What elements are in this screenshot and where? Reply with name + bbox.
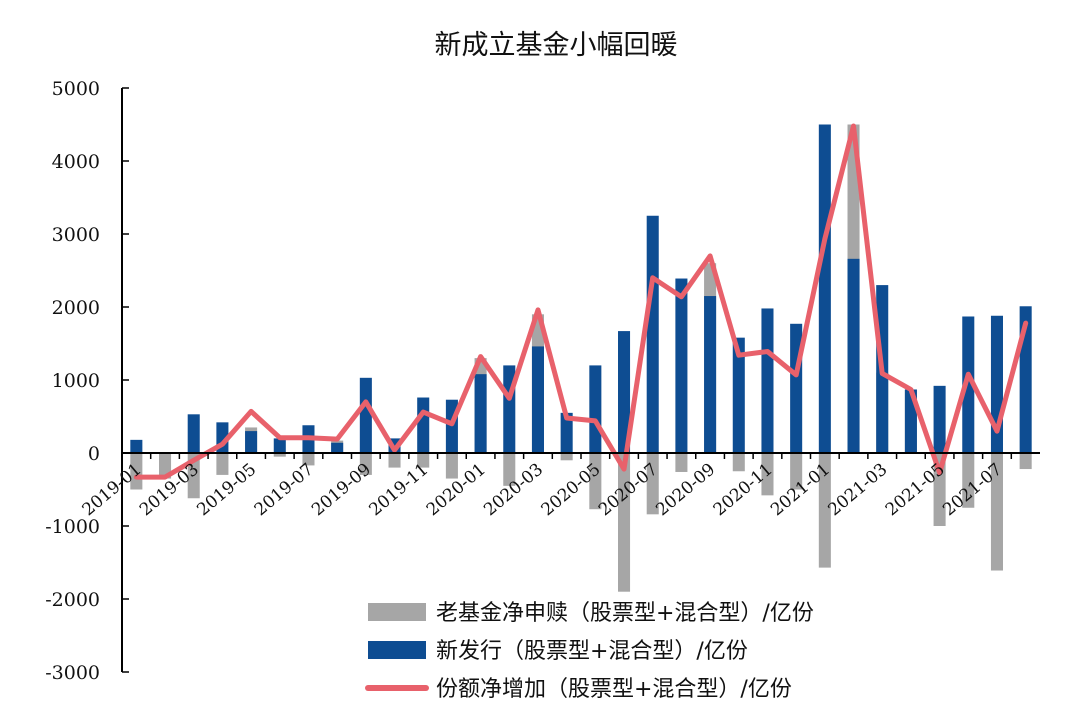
old-fund-bar xyxy=(560,453,573,461)
new-issue-bar xyxy=(187,414,200,453)
new-issue-bar xyxy=(245,431,258,453)
new-issue-bar xyxy=(818,124,831,453)
old-fund-bar xyxy=(388,453,401,468)
y-tick-label: -3000 xyxy=(45,662,100,684)
y-tick-label: 0 xyxy=(88,443,100,465)
new-issue-bar xyxy=(560,412,573,453)
old-fund-bar xyxy=(990,453,1003,571)
y-tick-label: -1000 xyxy=(45,516,100,538)
new-issue-bar xyxy=(704,296,717,453)
old-fund-bar xyxy=(359,453,372,475)
legend-swatch-new xyxy=(368,641,426,659)
line-layer xyxy=(133,123,1029,480)
legend: 老基金净申赎（股票型+混合型）/亿份新发行（股票型+混合型）/亿份份额净增加（股… xyxy=(365,601,814,702)
old-fund-bar xyxy=(646,453,659,515)
new-issue-bar xyxy=(531,346,544,453)
y-tick-label: -2000 xyxy=(45,589,100,611)
y-tick-label: 5000 xyxy=(52,78,100,100)
x-tick-label: 2019-07 xyxy=(251,460,318,521)
new-issue-bar xyxy=(474,374,487,453)
legend-label: 老基金净申赎（股票型+混合型）/亿份 xyxy=(436,601,814,626)
legend-label: 份额净增加（股票型+混合型）/亿份 xyxy=(436,677,792,702)
y-tick-label: 2000 xyxy=(52,297,100,319)
y-tick-label: 3000 xyxy=(52,224,100,246)
new-issue-bar xyxy=(646,215,659,453)
new-issue-bar xyxy=(359,377,372,453)
old-fund-bar xyxy=(159,453,172,479)
old-fund-bar xyxy=(1019,453,1032,470)
old-fund-bar xyxy=(732,453,745,472)
old-fund-bar xyxy=(302,453,315,466)
x-tick-label: 2021-03 xyxy=(824,460,891,521)
legend-label: 新发行（股票型+混合型）/亿份 xyxy=(436,639,748,664)
old-fund-bar xyxy=(589,453,602,510)
old-fund-bar xyxy=(618,453,631,592)
x-tick-label: 2019-01 xyxy=(79,460,146,521)
old-fund-bar xyxy=(675,453,688,472)
old-fund-bar xyxy=(761,453,774,496)
x-tick-label: 2019-09 xyxy=(308,460,375,521)
legend-swatch-old xyxy=(368,603,426,621)
new-issue-bar xyxy=(933,385,946,453)
y-tick-label: 1000 xyxy=(52,370,100,392)
bars-layer xyxy=(130,124,1032,592)
new-issue-bar xyxy=(962,316,975,453)
old-fund-bar xyxy=(130,453,143,490)
new-issue-bar xyxy=(847,258,860,453)
new-issue-bar xyxy=(675,278,688,453)
old-fund-bar xyxy=(445,453,458,479)
chart-title: 新成立基金小幅回暖 xyxy=(435,30,678,61)
old-fund-bar xyxy=(962,453,975,508)
old-fund-bar xyxy=(503,453,516,486)
net-increase-line xyxy=(133,123,1029,480)
old-fund-bar xyxy=(790,453,803,490)
new-issue-bar xyxy=(761,308,774,453)
new-issue-bar xyxy=(273,438,286,453)
x-tick-label: 2019-11 xyxy=(365,460,432,521)
new-issue-bar xyxy=(589,365,602,453)
new-issue-bar xyxy=(618,331,631,453)
new-issue-bar xyxy=(732,337,745,453)
old-fund-bar xyxy=(273,453,286,457)
new-issue-bar xyxy=(417,397,430,453)
new-issue-bar xyxy=(130,439,143,453)
old-fund-bar xyxy=(818,453,831,568)
new-issue-bar xyxy=(331,442,344,453)
old-fund-bar xyxy=(216,453,229,475)
old-fund-bar xyxy=(417,453,430,468)
y-tick-label: 4000 xyxy=(52,151,100,173)
